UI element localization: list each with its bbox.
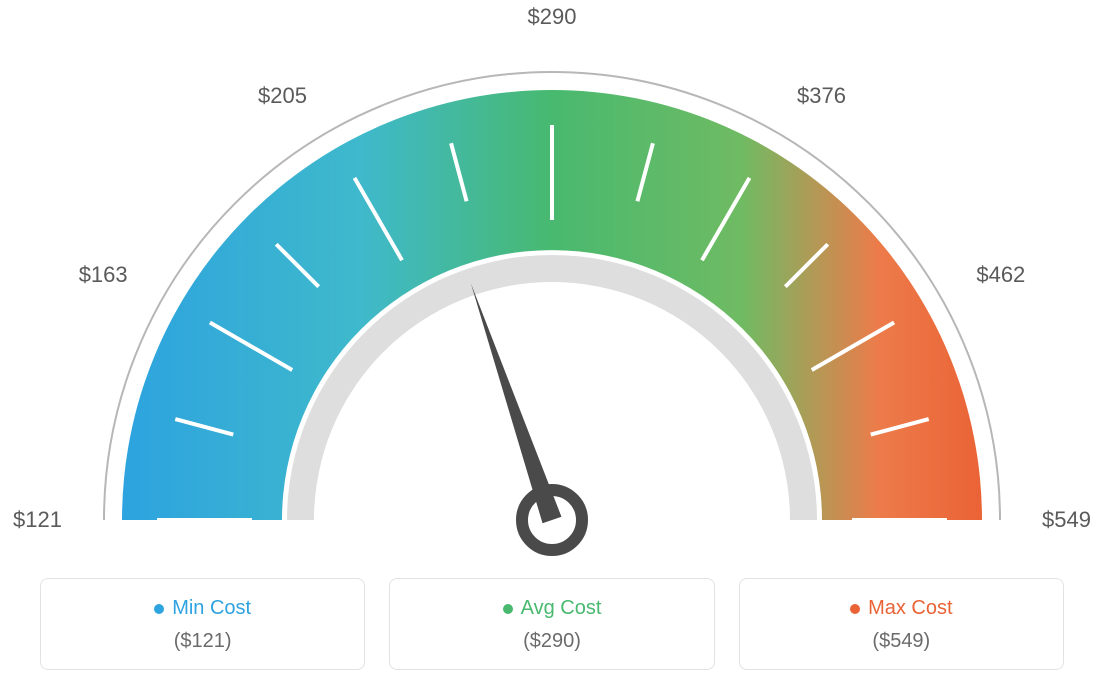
legend-avg-dot-icon: [503, 604, 513, 614]
legend-max-dot-icon: [850, 604, 860, 614]
legend-avg-label: Avg Cost: [521, 597, 602, 620]
legend-avg-title: Avg Cost: [503, 597, 602, 620]
gauge-tick-label: $205: [258, 83, 307, 109]
legend-avg-value: ($290): [402, 630, 701, 653]
gauge-tick-label: $163: [79, 262, 128, 288]
legend-min-box: Min Cost ($121): [40, 578, 365, 670]
legend-max-value: ($549): [752, 630, 1051, 653]
gauge-area: $121 $163 $205 $290 $376 $462 $549: [0, 0, 1104, 560]
legend-min-title: Min Cost: [154, 597, 251, 620]
legend-min-dot-icon: [154, 604, 164, 614]
legend-row: Min Cost ($121) Avg Cost ($290) Max Cost…: [40, 578, 1064, 670]
legend-min-label: Min Cost: [172, 597, 251, 620]
legend-max-label: Max Cost: [868, 597, 952, 620]
cost-gauge-chart: $121 $163 $205 $290 $376 $462 $549 Min Cost ($…: [0, 0, 1104, 690]
gauge-tick-label: $462: [976, 262, 1025, 288]
legend-max-title: Max Cost: [850, 597, 952, 620]
legend-max-box: Max Cost ($549): [739, 578, 1064, 670]
gauge-svg: [0, 0, 1104, 560]
gauge-tick-label: $549: [1042, 507, 1091, 533]
legend-avg-box: Avg Cost ($290): [389, 578, 714, 670]
gauge-tick-label: $121: [13, 507, 62, 533]
legend-min-value: ($121): [53, 630, 352, 653]
gauge-tick-label: $290: [528, 4, 577, 30]
gauge-tick-label: $376: [797, 83, 846, 109]
